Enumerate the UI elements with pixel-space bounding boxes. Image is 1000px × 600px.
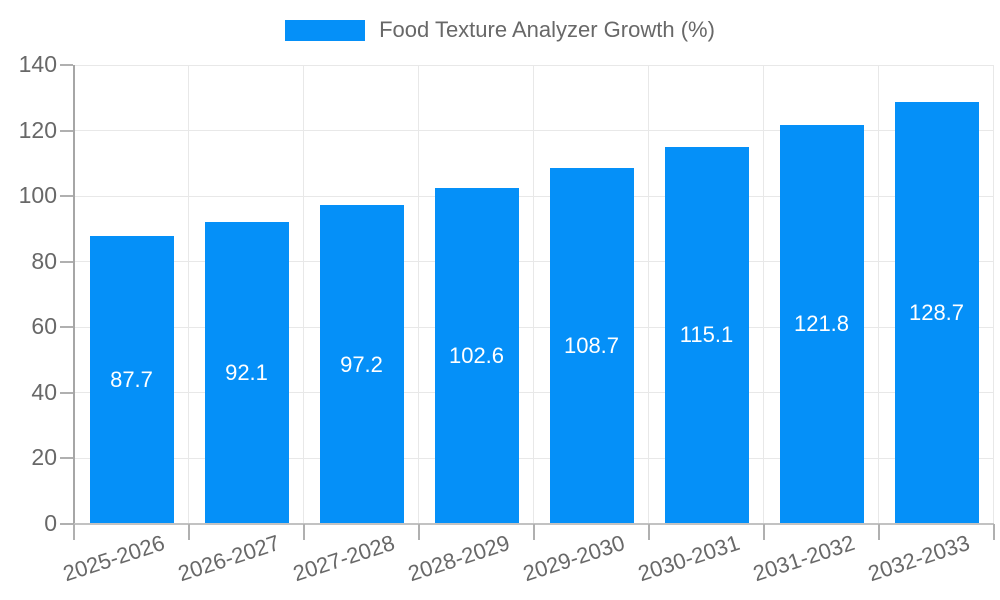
gridline-horizontal <box>74 64 994 66</box>
gridline-horizontal <box>74 392 994 394</box>
bar-value-label: 102.6 <box>448 342 505 368</box>
gridline-horizontal <box>74 326 994 328</box>
x-axis-tick <box>878 524 880 540</box>
legend-swatch <box>285 19 366 41</box>
y-tick-label: 140 <box>18 51 57 77</box>
plot-area: 87.7 92.1 97.2 102.6 108.7 115.1 121.8 128.7 0 20… <box>19 51 995 586</box>
gridline-horizontal <box>74 130 994 132</box>
bar: 87.7 <box>89 236 174 524</box>
y-axis-tick <box>60 195 73 198</box>
bar-value-label: 97.2 <box>340 351 383 377</box>
gridline-vertical <box>188 65 189 524</box>
y-tick-label: 40 <box>31 378 57 405</box>
bar: 108.7 <box>549 167 634 524</box>
gridline-vertical <box>763 65 764 524</box>
y-axis-tick <box>60 326 73 329</box>
gridline-horizontal <box>74 261 994 263</box>
y-axis-tick <box>60 129 73 132</box>
bar-value-label: 115.1 <box>679 322 734 348</box>
gridline-vertical <box>303 65 304 524</box>
y-axis-tick <box>60 391 73 394</box>
bar: 128.7 <box>894 102 979 524</box>
bar-value-label: 121.8 <box>793 311 850 337</box>
bar: 121.8 <box>779 124 864 524</box>
bar-value-label: 108.7 <box>563 332 620 358</box>
y-tick-label: 100 <box>18 182 57 209</box>
bar-value-label: 128.7 <box>908 300 965 326</box>
bar: 102.6 <box>434 187 519 524</box>
y-axis-tick <box>60 523 73 525</box>
gridline-vertical <box>878 65 879 524</box>
gridline-vertical <box>993 65 994 524</box>
x-axis-tick <box>418 524 420 540</box>
x-axis-tick <box>993 524 995 540</box>
y-tick-label: 80 <box>31 247 57 274</box>
legend: Food Texture Analyzer Growth (%) <box>0 15 1000 45</box>
y-axis-tick <box>60 260 73 263</box>
x-axis-tick <box>763 524 765 540</box>
x-axis-tick <box>188 524 190 540</box>
gridline-vertical <box>648 65 649 524</box>
y-axis-line <box>73 65 75 540</box>
y-tick-label: 0 <box>44 510 57 536</box>
x-axis-tick <box>303 524 305 540</box>
bar-value-label: 92.1 <box>225 360 268 385</box>
bar: 97.2 <box>319 205 404 524</box>
legend-label: Food Texture Analyzer Growth (%) <box>379 17 715 42</box>
gridline-vertical <box>533 65 534 524</box>
gridline-vertical <box>418 65 419 524</box>
y-tick-label: 20 <box>31 444 57 471</box>
gridline-horizontal <box>74 195 994 197</box>
x-axis-tick <box>648 524 650 540</box>
bar-value-label: 87.7 <box>110 367 153 393</box>
gridline-horizontal <box>74 457 994 459</box>
y-tick-label: 120 <box>18 116 57 143</box>
bar: 92.1 <box>204 222 289 524</box>
x-axis-tick <box>73 524 75 540</box>
bar: 115.1 <box>664 146 749 524</box>
y-axis-tick <box>60 457 73 460</box>
y-tick-label: 60 <box>31 313 57 340</box>
y-axis-tick <box>60 64 73 66</box>
x-axis-tick <box>533 524 535 540</box>
